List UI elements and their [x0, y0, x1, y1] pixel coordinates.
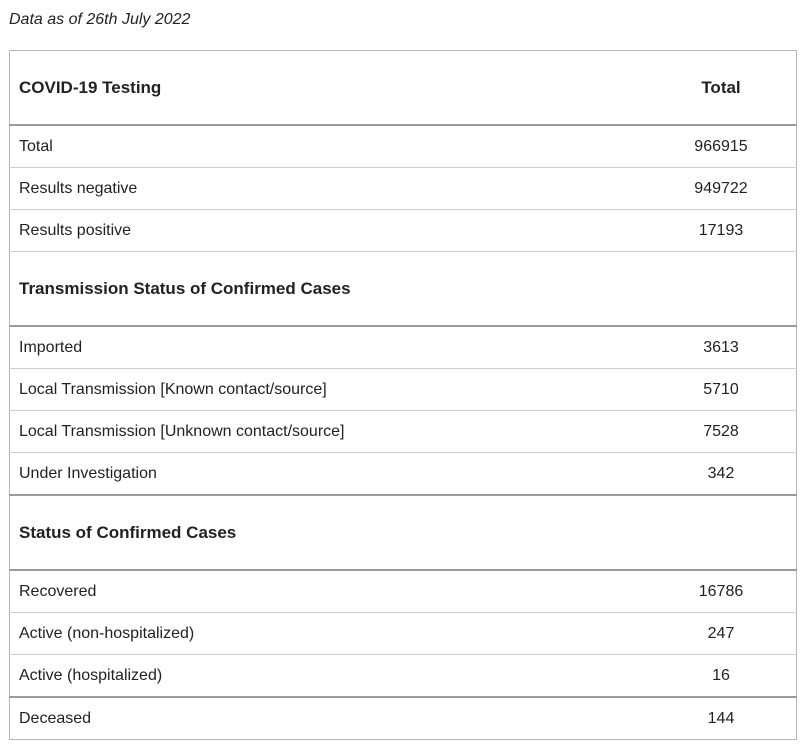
- table-row: Imported 3613: [9, 326, 797, 369]
- covid-statistics-table: COVID-19 Testing Total Total 966915 Resu…: [9, 50, 797, 740]
- table-row: Active (non-hospitalized) 247: [9, 612, 797, 655]
- row-label: Under Investigation: [9, 452, 646, 496]
- row-label: Local Transmission [Unknown contact/sour…: [9, 410, 646, 453]
- row-value: 949722: [646, 167, 797, 210]
- section-title: Transmission Status of Confirmed Cases: [9, 251, 646, 327]
- table-row: Under Investigation 342: [9, 452, 797, 496]
- row-value: 247: [646, 612, 797, 655]
- row-value: 16786: [646, 570, 797, 613]
- data-as-of-note: Data as of 26th July 2022: [9, 11, 191, 28]
- table-row: Local Transmission [Known contact/source…: [9, 368, 797, 411]
- table-row: Deceased 144: [10, 697, 797, 740]
- table-row: Recovered 16786: [9, 570, 797, 613]
- row-label: Results positive: [9, 209, 646, 252]
- row-value: 3613: [646, 326, 797, 369]
- section-header-status: Status of Confirmed Cases: [9, 495, 797, 571]
- row-label: Active (non-hospitalized): [9, 612, 646, 655]
- table-row: Local Transmission [Unknown contact/sour…: [9, 410, 797, 453]
- row-label: Total: [9, 125, 646, 168]
- table-row: Results positive 17193: [9, 209, 797, 252]
- row-label: Active (hospitalized): [9, 654, 646, 698]
- section-title: COVID-19 Testing: [9, 50, 646, 126]
- table-row: Active (hospitalized) 16: [9, 654, 797, 698]
- row-label: Recovered: [9, 570, 646, 613]
- row-value: 5710: [646, 368, 797, 411]
- row-value: 966915: [646, 125, 797, 168]
- row-label: Results negative: [9, 167, 646, 210]
- row-value: 16: [646, 654, 797, 698]
- section-column-label: [646, 251, 797, 327]
- row-value: 342: [646, 452, 797, 496]
- row-label: Imported: [9, 326, 646, 369]
- row-value: 144: [707, 709, 735, 727]
- section-column-label: [646, 495, 797, 571]
- table-row: Results negative 949722: [9, 167, 797, 210]
- section-header-testing: COVID-19 Testing Total: [9, 50, 797, 126]
- section-header-transmission: Transmission Status of Confirmed Cases: [9, 251, 797, 327]
- row-value: 17193: [646, 209, 797, 252]
- section-title: Status of Confirmed Cases: [9, 495, 646, 571]
- table-row: Total 966915: [9, 125, 797, 168]
- column-header-total: Total: [646, 50, 797, 126]
- row-value: 7528: [646, 410, 797, 453]
- row-label: Deceased: [19, 709, 92, 727]
- row-label: Local Transmission [Known contact/source…: [9, 368, 646, 411]
